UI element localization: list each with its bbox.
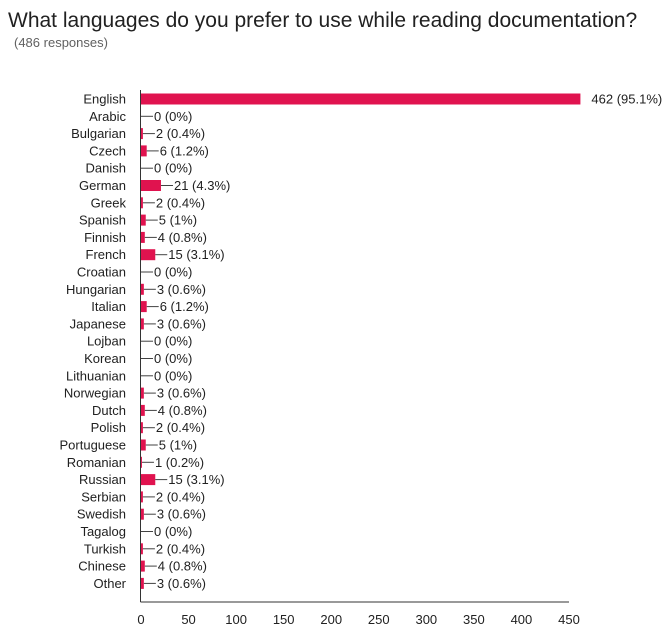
x-tick-label: 50	[181, 612, 195, 627]
category-label: Arabic	[89, 109, 126, 124]
data-label: 6 (1.2%)	[160, 143, 209, 158]
category-label: Hungarian	[66, 282, 126, 297]
x-tick-label: 350	[463, 612, 485, 627]
data-label: 0 (0%)	[154, 524, 192, 539]
category-label: Korean	[84, 351, 126, 366]
category-label: English	[83, 92, 126, 107]
data-label: 4 (0.8%)	[158, 403, 207, 418]
category-label: Dutch	[92, 403, 126, 418]
bar	[141, 231, 145, 243]
category-label: Swedish	[77, 507, 126, 522]
category-label: Finnish	[84, 230, 126, 245]
bar	[141, 93, 581, 105]
category-label: Other	[93, 576, 126, 591]
bar	[141, 387, 144, 399]
bar	[141, 577, 144, 589]
data-label: 0 (0%)	[154, 334, 192, 349]
x-tick-label: 300	[415, 612, 437, 627]
data-label: 4 (0.8%)	[158, 559, 207, 574]
data-label: 6 (1.2%)	[160, 299, 209, 314]
x-tick-label: 450	[558, 612, 580, 627]
x-tick-label: 400	[511, 612, 533, 627]
bar	[141, 301, 147, 313]
category-label: Serbian	[81, 489, 126, 504]
category-label: Japanese	[70, 316, 126, 331]
data-label: 5 (1%)	[159, 438, 197, 453]
category-label: Lithuanian	[66, 368, 126, 383]
category-label: Turkish	[84, 541, 126, 556]
category-label: Tagalog	[80, 524, 126, 539]
data-label: 21 (4.3%)	[174, 178, 230, 193]
data-label: 0 (0%)	[154, 351, 192, 366]
category-label: Greek	[91, 195, 127, 210]
category-label: Bulgarian	[71, 126, 126, 141]
bar	[141, 543, 143, 555]
data-label: 3 (0.6%)	[157, 282, 206, 297]
category-label: Chinese	[78, 559, 126, 574]
data-label: 462 (95.1%)	[591, 92, 662, 107]
data-label: 5 (1%)	[159, 213, 197, 228]
category-label: Czech	[89, 143, 126, 158]
category-label: Croatian	[77, 265, 126, 280]
data-label: 15 (3.1%)	[168, 247, 224, 262]
data-label: 2 (0.4%)	[156, 126, 205, 141]
bar	[141, 249, 156, 261]
data-label: 0 (0%)	[154, 368, 192, 383]
category-label: Romanian	[67, 455, 126, 470]
category-label: Italian	[91, 299, 126, 314]
data-label: 1 (0.2%)	[155, 455, 204, 470]
response-count: (486 responses)	[14, 35, 108, 50]
bar	[141, 318, 144, 330]
category-label: German	[79, 178, 126, 193]
bar	[141, 180, 161, 191]
category-label: Spanish	[79, 213, 126, 228]
category-label: Danish	[86, 161, 126, 176]
data-label: 2 (0.4%)	[156, 195, 205, 210]
data-label: 2 (0.4%)	[156, 541, 205, 556]
bar	[141, 283, 144, 295]
x-tick-label: 250	[368, 612, 390, 627]
bar	[141, 214, 146, 226]
data-label: 3 (0.6%)	[157, 507, 206, 522]
category-label: Norwegian	[64, 386, 126, 401]
data-label: 2 (0.4%)	[156, 489, 205, 504]
bar	[141, 508, 144, 520]
data-label: 0 (0%)	[154, 265, 192, 280]
category-label: Portuguese	[60, 438, 127, 453]
bar	[141, 491, 143, 503]
category-label: Lojban	[87, 334, 126, 349]
bar	[141, 128, 143, 140]
data-label: 4 (0.8%)	[158, 230, 207, 245]
bar	[141, 474, 156, 486]
data-label: 3 (0.6%)	[157, 576, 206, 591]
bar	[141, 197, 143, 209]
data-label: 0 (0%)	[154, 161, 192, 176]
bar	[141, 439, 146, 451]
x-tick-label: 200	[320, 612, 342, 627]
bar	[141, 404, 145, 416]
chart-title: What languages do you prefer to use whil…	[8, 9, 638, 32]
category-label: Russian	[79, 472, 126, 487]
data-label: 2 (0.4%)	[156, 420, 205, 435]
bar	[141, 560, 145, 572]
x-tick-label: 150	[273, 612, 295, 627]
x-tick-label: 100	[225, 612, 247, 627]
data-label: 3 (0.6%)	[157, 316, 206, 331]
x-tick-label: 0	[137, 612, 144, 627]
category-label: French	[86, 247, 126, 262]
data-label: 15 (3.1%)	[168, 472, 224, 487]
data-label: 0 (0%)	[154, 109, 192, 124]
category-label: Polish	[91, 420, 126, 435]
bar	[141, 145, 147, 157]
bar	[141, 456, 142, 468]
data-label: 3 (0.6%)	[157, 386, 206, 401]
bar	[141, 422, 143, 434]
